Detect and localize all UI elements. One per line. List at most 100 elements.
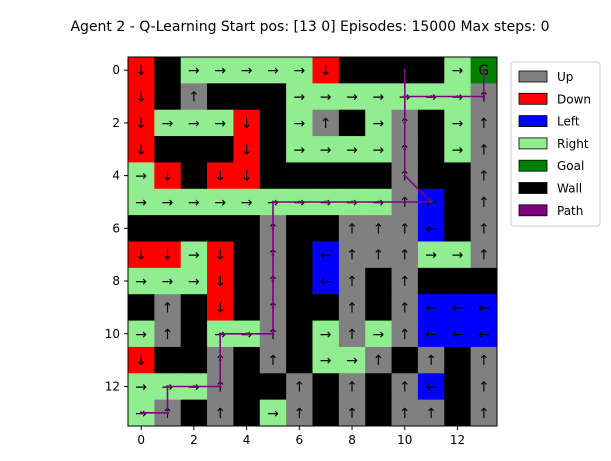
cell-7-0 xyxy=(128,241,155,269)
cell-arrow-10-0: → xyxy=(135,327,147,343)
cell-12-5 xyxy=(259,373,287,401)
cell-6-9 xyxy=(365,215,392,242)
cell-11-11 xyxy=(417,346,445,374)
cell-12-11 xyxy=(417,373,445,401)
cell-arrow-7-13: ↑ xyxy=(478,248,490,264)
legend-label-path: Path xyxy=(557,204,583,218)
cell-9-4 xyxy=(233,294,261,321)
cell-1-6 xyxy=(286,83,313,111)
cell-4-12 xyxy=(444,162,472,190)
path-point-0 xyxy=(139,411,143,415)
cell-arrow-4-3: ↓ xyxy=(214,169,226,185)
path-point-19 xyxy=(429,200,433,204)
path-point-25 xyxy=(403,95,407,98)
cell-4-8 xyxy=(338,162,366,190)
cell-3-13 xyxy=(470,136,498,163)
cell-arrow-3-6: → xyxy=(293,142,305,158)
cell-7-8 xyxy=(338,241,366,269)
cell-7-7 xyxy=(312,241,340,269)
cell-6-2 xyxy=(180,215,208,242)
cell-arrow-8-8: ↑ xyxy=(346,274,358,290)
cell-arrow-8-1: → xyxy=(162,274,174,290)
cell-0-1 xyxy=(154,57,182,84)
cell-arrow-5-3: → xyxy=(214,195,226,211)
path-point-9 xyxy=(271,305,275,309)
cell-11-10 xyxy=(391,346,419,374)
cell-arrow-7-3: ↓ xyxy=(214,248,226,264)
legend-label-wall: Wall xyxy=(557,182,582,196)
path-point-15 xyxy=(324,200,328,204)
cell-12-13 xyxy=(470,373,498,401)
path-point-6 xyxy=(218,332,222,336)
axis-ticks: 0 2 4 6 8 10 12 0 2 4 6 8 10 12 xyxy=(105,63,465,447)
cell-arrow-13-5: → xyxy=(267,406,279,422)
cell-2-13 xyxy=(470,109,498,137)
cell-arrow-2-2: → xyxy=(188,116,200,132)
y-tick-label: 2 xyxy=(112,116,120,130)
cell-1-4 xyxy=(233,83,261,111)
cell-6-7 xyxy=(312,215,340,242)
cell-6-3 xyxy=(207,215,234,242)
cell-arrow-7-10: ↑ xyxy=(399,248,411,264)
path-point-2 xyxy=(166,385,169,388)
legend-swatch-goal xyxy=(518,159,548,172)
cell-12-12 xyxy=(444,373,472,401)
cell-4-4 xyxy=(233,162,261,190)
cell-7-4 xyxy=(233,241,261,269)
x-tick-label: 12 xyxy=(450,433,465,447)
cell-1-3 xyxy=(207,83,234,111)
cell-arrow-9-12: ← xyxy=(452,300,464,316)
cell-3-2 xyxy=(180,136,208,163)
cell-arrow-13-10: ↑ xyxy=(399,406,411,422)
cell-6-1 xyxy=(154,215,182,242)
cell-8-9 xyxy=(365,267,392,295)
cell-arrow-13-6: ↑ xyxy=(293,406,305,422)
cell-arrow-0-4: → xyxy=(241,63,253,79)
cell-3-8 xyxy=(338,136,366,163)
legend-swatch-left xyxy=(518,115,548,127)
cell-arrow-11-0: ↓ xyxy=(135,353,147,369)
cell-6-0 xyxy=(128,215,155,242)
x-tick-label: 4 xyxy=(243,433,251,447)
path-point-16 xyxy=(350,200,354,204)
cell-9-3 xyxy=(207,294,234,321)
cell-arrow-11-13: ↑ xyxy=(478,353,490,369)
cell-2-1 xyxy=(154,109,182,137)
cell-9-6 xyxy=(286,294,313,321)
cell-0-0 xyxy=(128,57,155,84)
cell-arrow-4-1: ↓ xyxy=(162,169,174,185)
cell-9-10 xyxy=(391,294,419,321)
cell-arrow-0-2: → xyxy=(188,63,200,79)
cell-8-3 xyxy=(207,267,234,295)
cell-11-9 xyxy=(365,346,392,374)
cell-0-6 xyxy=(286,57,313,84)
x-tick-label: 0 xyxy=(137,433,145,447)
cell-arrow-2-12: → xyxy=(452,116,464,132)
cell-arrow-0-12: → xyxy=(452,63,464,79)
cell-arrow-2-1: → xyxy=(162,116,174,132)
legend-label-right: Right xyxy=(557,137,589,151)
cell-5-12 xyxy=(444,188,472,216)
cell-5-13 xyxy=(470,188,498,216)
cell-2-8 xyxy=(338,109,366,137)
cell-12-6 xyxy=(286,373,313,401)
path-point-21 xyxy=(403,147,407,151)
cell-0-9 xyxy=(365,57,392,84)
cell-7-3 xyxy=(207,241,234,269)
cell-arrow-1-8: → xyxy=(346,90,358,106)
cell-6-13 xyxy=(470,215,498,242)
cell-arrow-11-5: ↑ xyxy=(267,353,279,369)
cell-8-13 xyxy=(470,267,498,295)
cell-3-3 xyxy=(207,136,234,163)
path-point-11 xyxy=(271,253,275,257)
cell-8-10 xyxy=(391,267,419,295)
cell-arrow-8-10: ↑ xyxy=(399,274,411,290)
cell-arrow-9-10: ↑ xyxy=(399,300,411,316)
cell-9-8 xyxy=(338,294,366,321)
path-point-4 xyxy=(218,385,222,388)
cell-12-7 xyxy=(312,373,340,401)
cell-2-3 xyxy=(207,109,234,137)
path-point-3 xyxy=(192,385,196,388)
cell-arrow-2-6: → xyxy=(293,116,305,132)
cell-3-6 xyxy=(286,136,313,163)
